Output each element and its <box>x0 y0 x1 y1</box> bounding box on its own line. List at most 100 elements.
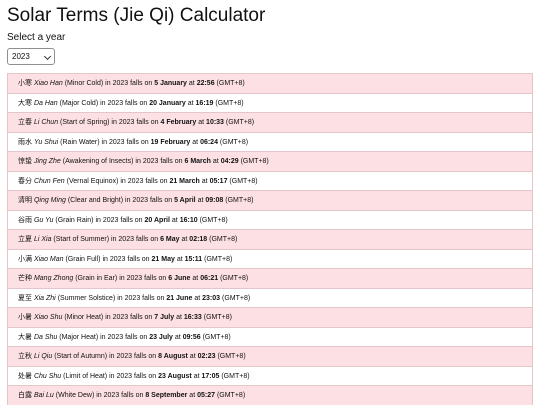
term-year: 2023 <box>112 314 129 321</box>
term-date: 23 August <box>158 372 192 380</box>
term-time: 06:24 <box>200 138 218 146</box>
term-at-text: at <box>189 353 196 360</box>
term-at-text: at <box>171 216 178 224</box>
term-english: (Summer Solstice) <box>57 294 116 302</box>
term-time: 23:03 <box>202 294 221 302</box>
solar-term-row: 春分 Chun Fen (Vernal Equinox) in 2023 fal… <box>7 171 533 191</box>
term-timezone: (GMT+8) <box>220 275 249 282</box>
term-pinyin: Qing Ming <box>33 197 66 204</box>
term-year: 2023 <box>124 294 141 302</box>
term-at-text: at <box>194 294 201 302</box>
term-time: 16:10 <box>179 216 198 224</box>
term-at-text: at <box>176 314 182 321</box>
year-select[interactable]: 2023 <box>7 48 55 65</box>
term-at-text: at <box>176 255 183 263</box>
term-time: 16:19 <box>195 99 214 107</box>
term-at-text: at <box>201 177 208 185</box>
term-pinyin: Bai Lu <box>33 392 54 399</box>
solar-term-row: 立秋 Li Qiu (Start of Autumn) in 2023 fall… <box>7 347 533 367</box>
solar-term-row: 立春 Li Chun (Start of Spring) in 2023 fal… <box>7 113 533 133</box>
term-timezone: (GMT+8) <box>199 216 228 224</box>
term-timezone: (GMT+8) <box>225 119 255 126</box>
term-in-text: in <box>102 255 108 263</box>
term-english: (Awakening of Insects) <box>62 158 134 165</box>
term-time: 04:29 <box>220 158 239 165</box>
term-in-text: in <box>135 158 141 165</box>
term-english: (Limit of Heat) <box>63 372 108 380</box>
term-english: (Minor Heat) <box>64 314 104 321</box>
term-year: 2023 <box>142 158 159 165</box>
chevron-down-icon <box>43 52 52 61</box>
term-in-text: in <box>100 99 106 107</box>
term-date: 4 February <box>160 119 197 126</box>
solar-term-row: 白露 Bai Lu (White Dew) in 2023 falls on 8… <box>7 386 533 405</box>
term-date: 20 April <box>144 216 170 224</box>
term-time: 09:56 <box>182 333 201 341</box>
term-year: 2023 <box>108 138 125 146</box>
term-in-text: in <box>101 138 107 146</box>
term-in-text: in <box>95 216 101 224</box>
term-year: 2023 <box>112 80 129 87</box>
term-time: 02:23 <box>197 353 216 360</box>
term-english: (Vernal Equinox) <box>66 177 119 185</box>
term-falls-on-text: falls on <box>149 197 173 204</box>
term-english: (Clear and Bright) <box>67 197 124 204</box>
term-pinyin: Chun Fen <box>33 177 65 185</box>
term-timezone: (GMT+8) <box>209 236 238 243</box>
page-title: Solar Terms (Jie Qi) Calculator <box>7 5 266 26</box>
term-falls-on-text: falls on <box>134 353 157 360</box>
term-hanzi: 小暑 <box>18 314 32 321</box>
term-in-text: in <box>111 236 117 243</box>
solar-term-row: 夏至 Xia Zhi (Summer Solstice) in 2023 fal… <box>7 288 533 308</box>
term-in-text: in <box>100 333 106 341</box>
term-in-text: in <box>119 275 125 282</box>
term-hanzi: 立秋 <box>18 353 32 360</box>
term-timezone: (GMT+8) <box>216 80 245 87</box>
term-english: (Start of Autumn) <box>54 353 108 360</box>
term-at-text: at <box>192 275 199 282</box>
term-hanzi: 小寒 <box>18 80 32 87</box>
term-timezone: (GMT+8) <box>204 255 233 263</box>
term-at-text: at <box>174 333 181 341</box>
term-in-text: in <box>109 353 115 360</box>
term-at-text: at <box>198 119 205 126</box>
term-falls-on-text: falls on <box>160 158 183 165</box>
year-select-label: Select a year <box>7 32 66 43</box>
term-in-text: in <box>111 119 117 126</box>
term-time: 05:27 <box>197 392 215 399</box>
solar-term-row: 立夏 Li Xia (Start of Summer) in 2023 fall… <box>7 230 533 250</box>
term-timezone: (GMT+8) <box>216 392 246 399</box>
term-time: 09:08 <box>205 197 224 204</box>
term-in-text: in <box>125 197 131 204</box>
term-time: 16:33 <box>183 314 202 321</box>
term-pinyin: Xiao Man <box>33 255 64 263</box>
term-timezone: (GMT+8) <box>202 333 231 341</box>
term-hanzi: 大暑 <box>18 333 32 341</box>
term-hanzi: 惊蛰 <box>18 158 32 165</box>
term-pinyin: Xia Zhi <box>33 294 56 302</box>
term-date: 6 March <box>184 158 211 165</box>
solar-term-row: 大寒 Da Han (Major Cold) in 2023 falls on … <box>7 93 533 113</box>
term-date: 19 February <box>150 138 191 146</box>
year-select-value: 2023 <box>12 52 30 61</box>
term-hanzi: 夏至 <box>18 294 32 302</box>
term-pinyin: Li Xia <box>33 236 52 243</box>
term-falls-on-text: falls on <box>136 119 159 126</box>
term-english: (Rain Water) <box>60 138 100 146</box>
term-falls-on-text: falls on <box>130 80 153 87</box>
term-hanzi: 小满 <box>18 255 32 263</box>
term-timezone: (GMT+8) <box>229 177 258 185</box>
term-pinyin: Xiao Han <box>33 80 63 87</box>
term-falls-on-text: falls on <box>130 314 153 321</box>
term-pinyin: Da Shu <box>33 333 58 341</box>
term-english: (Major Cold) <box>59 99 99 107</box>
term-english: (Major Heat) <box>59 333 99 341</box>
term-year: 2023 <box>102 216 119 224</box>
term-time: 17:05 <box>201 372 220 380</box>
term-timezone: (GMT+8) <box>240 158 269 165</box>
solar-term-row: 小暑 Xiao Shu (Minor Heat) in 2023 falls o… <box>7 308 533 328</box>
solar-term-row: 清明 Qing Ming (Clear and Bright) in 2023 … <box>7 191 533 211</box>
term-at-text: at <box>193 372 200 380</box>
solar-term-row: 小寒 Xiao Han (Minor Cold) in 2023 falls o… <box>7 74 533 94</box>
